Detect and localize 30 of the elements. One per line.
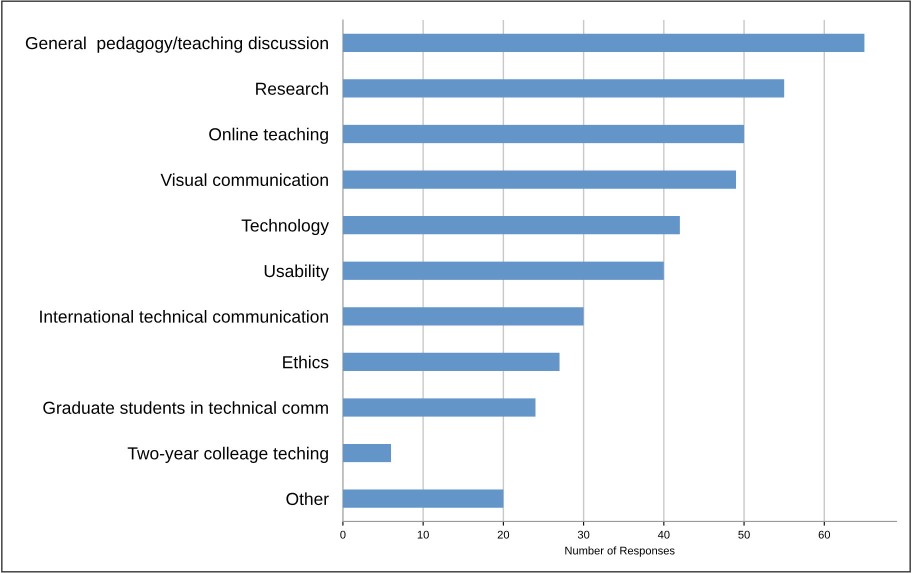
bar — [342, 124, 744, 144]
x-tick-label: 20 — [498, 530, 510, 539]
bar — [342, 398, 536, 417]
bar — [342, 307, 584, 326]
x-tick-label: 50 — [738, 530, 750, 539]
x-tick-label: 10 — [418, 530, 429, 539]
bar — [342, 490, 504, 508]
x-tick-label: 40 — [658, 530, 670, 539]
y-tick-label: Two-year colleage teching — [128, 446, 328, 463]
y-tick-label: International technical communication — [40, 310, 328, 323]
x-tick-label: 30 — [578, 530, 590, 539]
bar — [342, 34, 864, 52]
x-axis-title: Number of Responses — [565, 546, 675, 557]
y-tick-label: Technology — [242, 218, 329, 236]
y-tick-label: Other — [286, 492, 329, 506]
bar — [342, 79, 784, 98]
y-tick-label: Graduate students in technical comm — [43, 401, 328, 414]
y-tick-label: Usability — [264, 264, 329, 281]
y-tick-label: Visual communication — [160, 173, 328, 186]
y-tick-label: General pedagogy/teaching discussion — [26, 36, 328, 53]
bar — [342, 352, 560, 372]
bar — [342, 262, 664, 280]
y-tick-label: Research — [256, 82, 328, 95]
bar — [342, 444, 392, 462]
x-tick-label: 0 — [340, 530, 346, 539]
x-tick-label: 60 — [818, 530, 830, 539]
y-tick-label: Online teaching — [209, 128, 328, 144]
bar — [342, 216, 680, 234]
bar — [342, 170, 736, 189]
y-tick-label: Ethics — [283, 356, 328, 368]
